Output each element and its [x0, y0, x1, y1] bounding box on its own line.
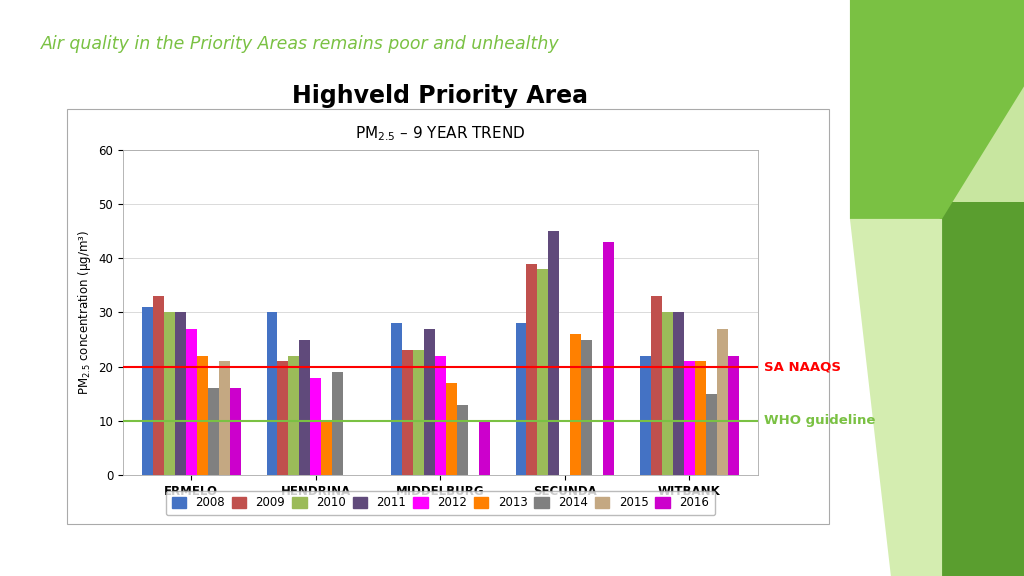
Bar: [299, 340, 310, 475]
Bar: [435, 356, 445, 475]
Bar: [322, 421, 332, 475]
Bar: [673, 312, 684, 475]
Bar: [582, 340, 592, 475]
Bar: [278, 361, 289, 475]
Bar: [526, 264, 538, 475]
Bar: [603, 242, 614, 475]
Bar: [662, 312, 673, 475]
Bar: [694, 361, 706, 475]
Text: WHO guideline: WHO guideline: [764, 415, 876, 427]
Bar: [640, 356, 651, 475]
Bar: [142, 307, 153, 475]
Bar: [153, 296, 164, 475]
Bar: [164, 312, 175, 475]
Bar: [549, 231, 559, 475]
Bar: [208, 388, 219, 475]
Bar: [445, 383, 457, 475]
Bar: [413, 350, 424, 475]
Bar: [728, 356, 738, 475]
Bar: [684, 361, 694, 475]
Bar: [515, 323, 526, 475]
Bar: [457, 405, 468, 475]
Bar: [332, 372, 343, 475]
Bar: [538, 269, 549, 475]
Bar: [391, 323, 402, 475]
Bar: [706, 394, 717, 475]
Bar: [197, 356, 208, 475]
Text: Highveld Priority Area: Highveld Priority Area: [292, 84, 589, 108]
Y-axis label: PM$_{2.5}$ concentration (μg/m³): PM$_{2.5}$ concentration (μg/m³): [76, 230, 93, 395]
Bar: [402, 350, 413, 475]
Bar: [651, 296, 662, 475]
Bar: [229, 388, 241, 475]
Text: Air quality in the Priority Areas remains poor and unhealthy: Air quality in the Priority Areas remain…: [41, 35, 559, 52]
Bar: [424, 329, 435, 475]
Bar: [289, 356, 299, 475]
Bar: [219, 361, 229, 475]
Bar: [266, 312, 278, 475]
Bar: [478, 421, 489, 475]
Bar: [186, 329, 197, 475]
Bar: [310, 378, 322, 475]
Bar: [717, 329, 728, 475]
Bar: [570, 334, 582, 475]
Title: PM$_{2.5}$ – 9 YEAR TREND: PM$_{2.5}$ – 9 YEAR TREND: [355, 124, 525, 143]
Bar: [175, 312, 186, 475]
Legend: 2008, 2009, 2010, 2011, 2012, 2013, 2014, 2015, 2016: 2008, 2009, 2010, 2011, 2012, 2013, 2014…: [166, 491, 715, 516]
Text: SA NAAQS: SA NAAQS: [764, 360, 841, 373]
